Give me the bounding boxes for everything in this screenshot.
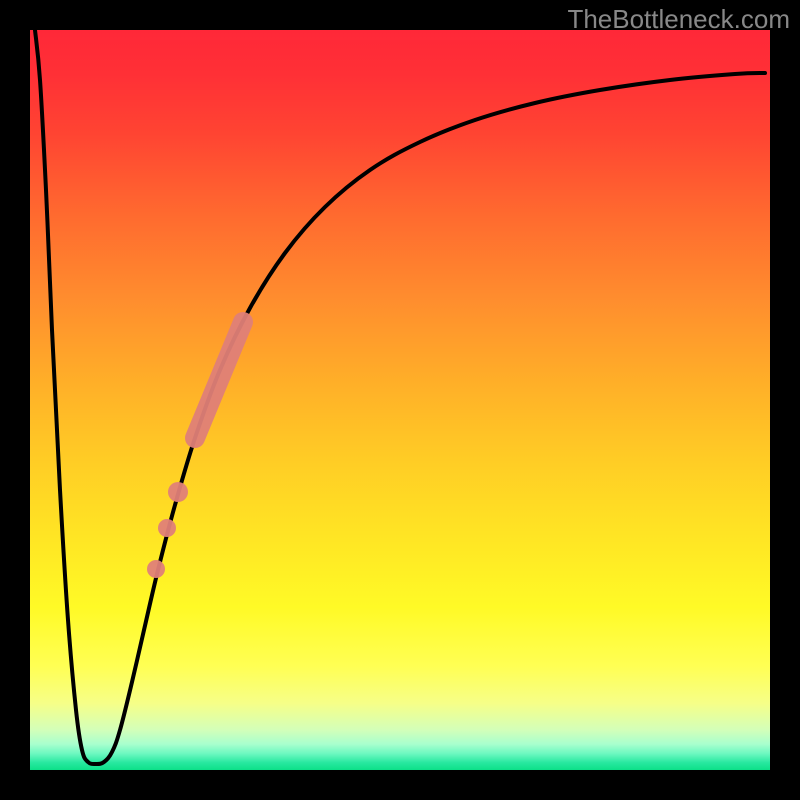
chart-container: TheBottleneck.com	[0, 0, 800, 800]
watermark-text: TheBottleneck.com	[567, 4, 790, 35]
marker-dot	[158, 519, 176, 537]
plot-area	[30, 30, 770, 770]
chart-svg	[0, 0, 800, 800]
marker-dot	[168, 482, 188, 502]
marker-dot	[147, 560, 165, 578]
